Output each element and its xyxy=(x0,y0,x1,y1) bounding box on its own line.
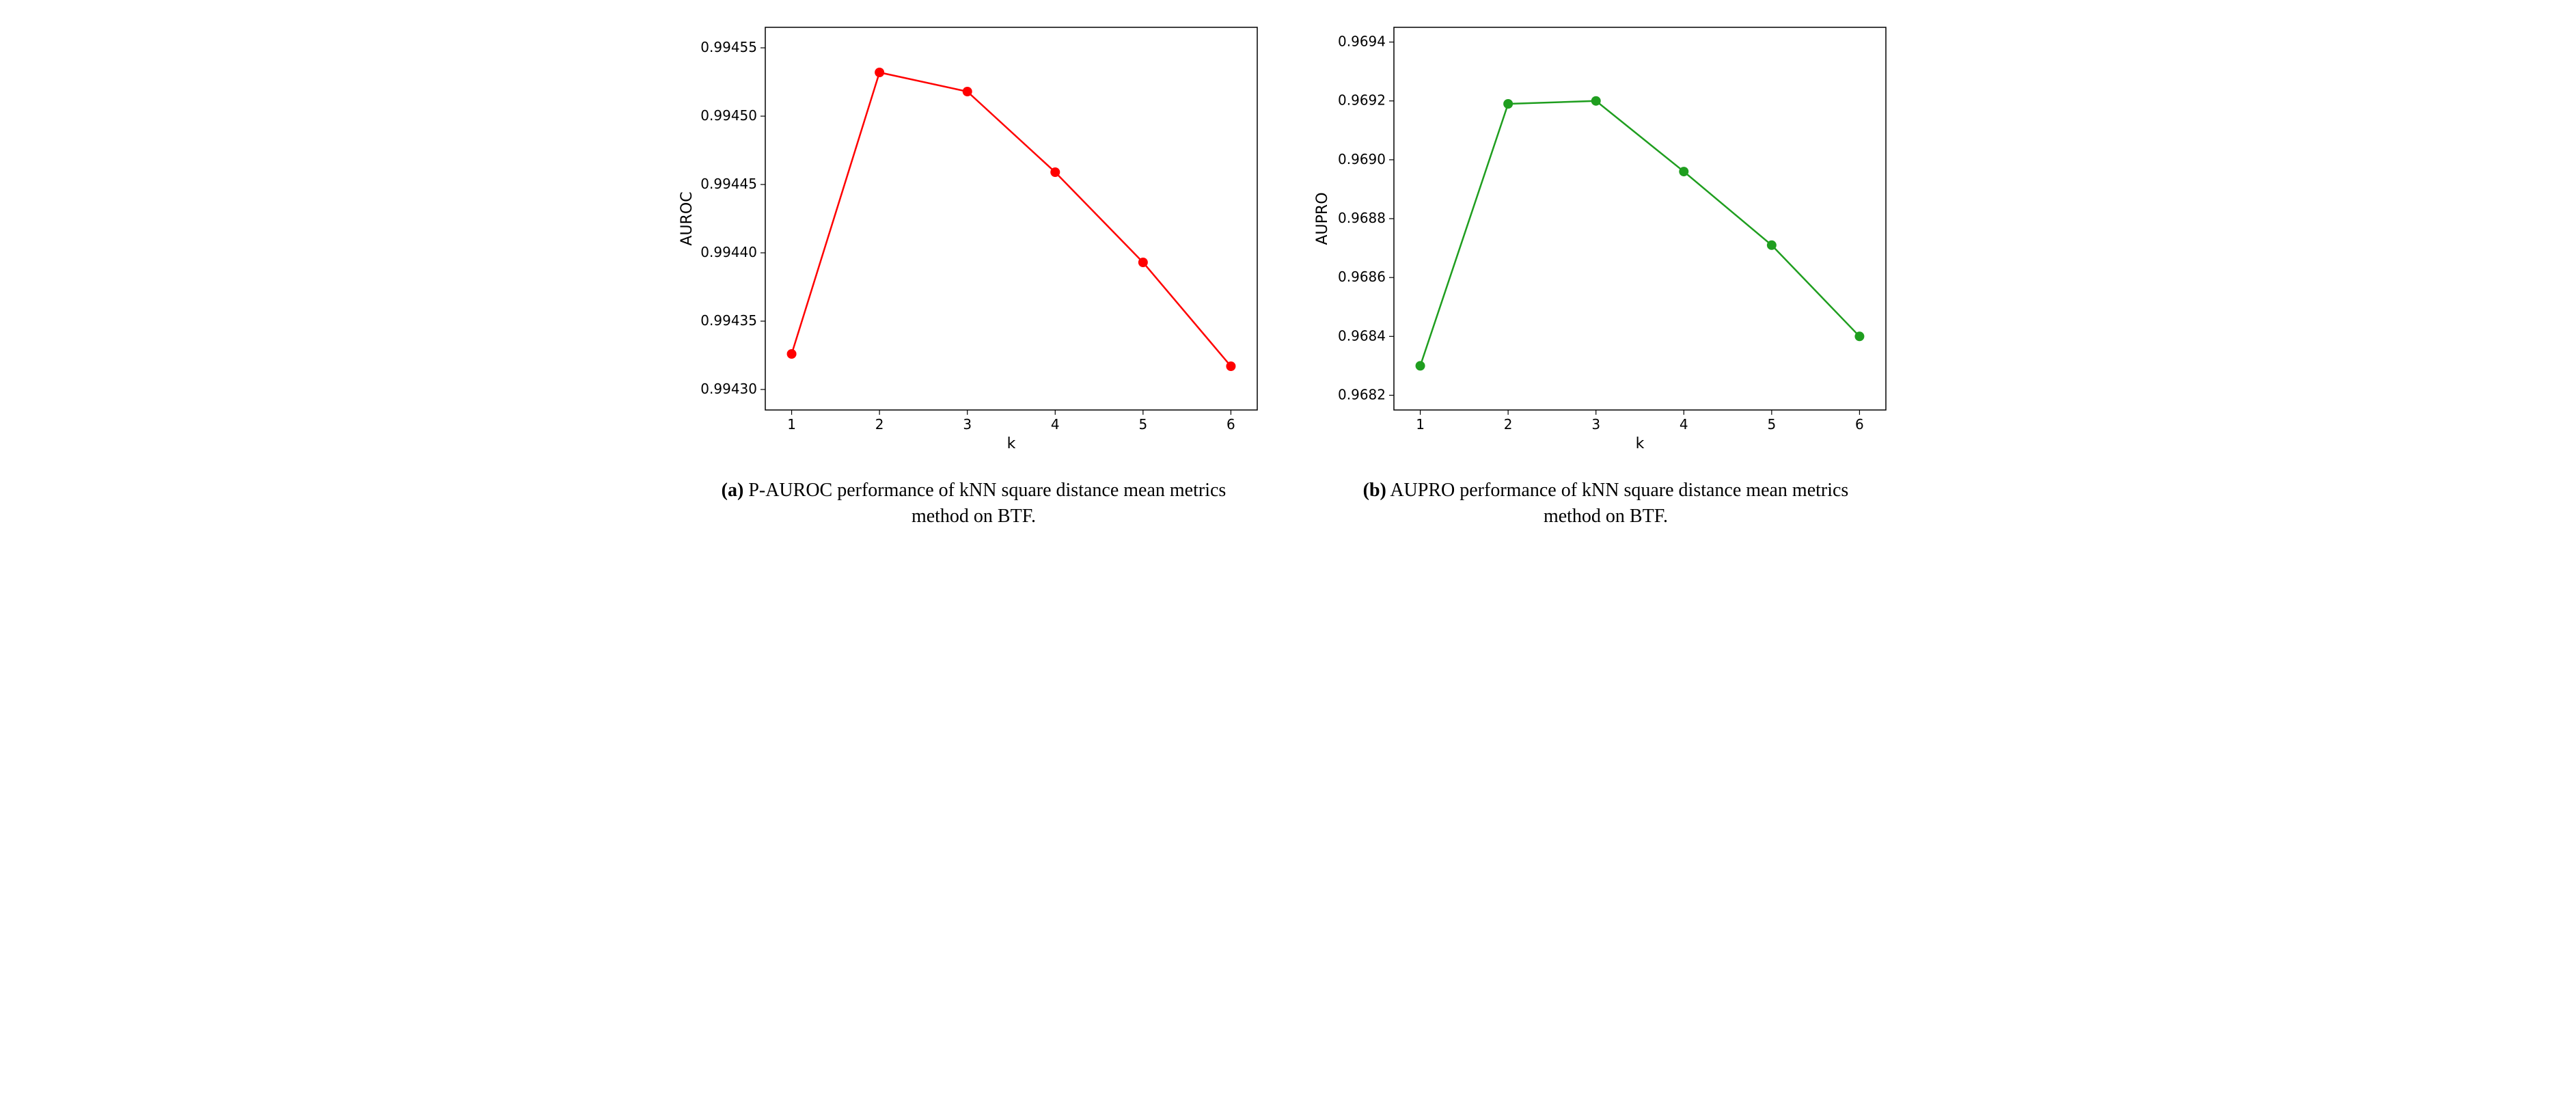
svg-text:k: k xyxy=(1636,435,1645,452)
svg-text:1: 1 xyxy=(1416,416,1425,433)
svg-text:AUROC: AUROC xyxy=(679,191,696,245)
caption-a-label: (a) xyxy=(722,480,744,501)
subplot-left: 1 2 3 4 5 6 0.99430 0.99435 0.99440 0.99445 0.9945… xyxy=(676,14,1271,530)
svg-text:0.9692: 0.9692 xyxy=(1338,92,1386,109)
chart-b: 1 2 3 4 5 6 0.9682 0.9684 0.9686 0.9688 0.9690 0.96… xyxy=(1312,14,1900,461)
caption-a: (a) P-AUROC performance of kNN square di… xyxy=(714,478,1233,530)
svg-text:0.99435: 0.99435 xyxy=(700,312,757,329)
svg-text:4: 4 xyxy=(1680,416,1688,433)
svg-text:6: 6 xyxy=(1855,416,1864,433)
svg-text:AUPRO: AUPRO xyxy=(1314,192,1331,245)
svg-text:0.9690: 0.9690 xyxy=(1338,151,1386,167)
svg-text:0.9694: 0.9694 xyxy=(1338,33,1386,50)
svg-text:0.9684: 0.9684 xyxy=(1338,327,1386,344)
svg-text:2: 2 xyxy=(875,416,884,433)
subplot-right: 1 2 3 4 5 6 0.9682 0.9684 0.9686 0.9688 0.9690 0.96… xyxy=(1312,14,1900,530)
svg-text:0.99445: 0.99445 xyxy=(700,176,757,192)
svg-text:6: 6 xyxy=(1227,416,1235,433)
svg-text:5: 5 xyxy=(1138,416,1147,433)
chart-a-svg: 1 2 3 4 5 6 0.99430 0.99435 0.99440 0.99445 0.9945… xyxy=(676,14,1271,458)
svg-text:3: 3 xyxy=(963,416,972,433)
svg-text:1: 1 xyxy=(787,416,796,433)
chart-a: 1 2 3 4 5 6 0.99430 0.99435 0.99440 0.99445 0.9945… xyxy=(676,14,1271,461)
svg-text:5: 5 xyxy=(1767,416,1776,433)
caption-b-text: AUPRO performance of kNN square distance… xyxy=(1386,480,1848,527)
caption-b: (b) AUPRO performance of kNN square dist… xyxy=(1346,478,1865,530)
svg-text:0.9686: 0.9686 xyxy=(1338,269,1386,285)
figure-container: 1 2 3 4 5 6 0.99430 0.99435 0.99440 0.99445 0.9945… xyxy=(14,14,2562,530)
caption-a-text: P-AUROC performance of kNN square distan… xyxy=(743,480,1226,527)
chart-b-svg: 1 2 3 4 5 6 0.9682 0.9684 0.9686 0.9688 0.9690 0.96… xyxy=(1312,14,1900,458)
svg-text:0.9688: 0.9688 xyxy=(1338,210,1386,226)
svg-text:4: 4 xyxy=(1051,416,1060,433)
svg-text:3: 3 xyxy=(1591,416,1600,433)
svg-text:2: 2 xyxy=(1504,416,1513,433)
svg-text:0.9682: 0.9682 xyxy=(1338,386,1386,402)
svg-text:0.99455: 0.99455 xyxy=(700,39,757,55)
svg-text:0.99450: 0.99450 xyxy=(700,107,757,124)
caption-b-label: (b) xyxy=(1363,480,1386,501)
svg-text:0.99430: 0.99430 xyxy=(700,381,757,397)
svg-text:k: k xyxy=(1007,435,1016,452)
svg-text:0.99440: 0.99440 xyxy=(700,244,757,260)
